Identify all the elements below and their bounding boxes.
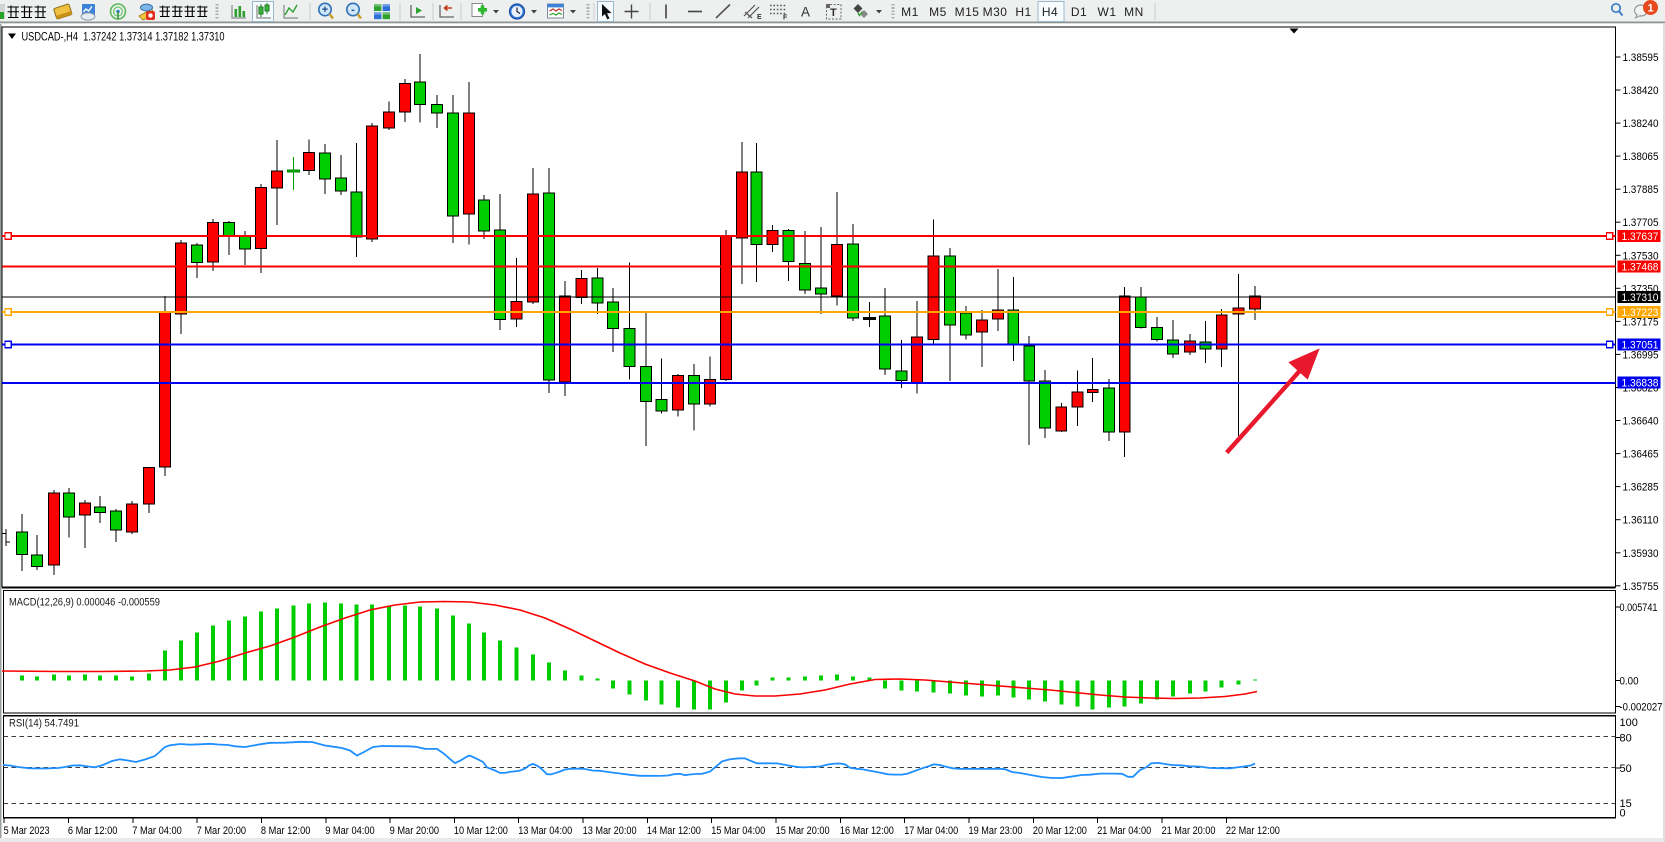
svg-text:7 Mar 20:00: 7 Mar 20:00	[197, 825, 247, 837]
svg-text:1.37530: 1.37530	[1623, 250, 1659, 262]
svg-text:1.38065: 1.38065	[1623, 151, 1659, 163]
svg-text:16 Mar 12:00: 16 Mar 12:00	[840, 825, 894, 837]
svg-text:9 Mar 20:00: 9 Mar 20:00	[390, 825, 440, 837]
svg-text:1.38420: 1.38420	[1623, 85, 1659, 97]
svg-text:6 Mar 12:00: 6 Mar 12:00	[68, 825, 118, 837]
svg-text:M30: M30	[983, 5, 1008, 19]
svg-text:RSI(14) 54.7491: RSI(14) 54.7491	[9, 718, 79, 730]
svg-text:0.00: 0.00	[1620, 676, 1639, 688]
svg-text:100: 100	[1620, 717, 1638, 729]
svg-text:15: 15	[1620, 798, 1632, 810]
svg-text:8 Mar 12:00: 8 Mar 12:00	[261, 825, 311, 837]
svg-text:1.37885: 1.37885	[1623, 184, 1659, 196]
svg-text:H1: H1	[1015, 5, 1031, 19]
svg-text:M1: M1	[901, 5, 919, 19]
svg-text:13 Mar 20:00: 13 Mar 20:00	[583, 825, 637, 837]
svg-text:7 Mar 04:00: 7 Mar 04:00	[132, 825, 182, 837]
svg-text:MACD(12,26,9) 0.000046 -0.0005: MACD(12,26,9) 0.000046 -0.000559	[9, 597, 160, 609]
svg-text:+: +	[322, 4, 328, 16]
svg-text:T: T	[830, 7, 837, 19]
svg-text:1.37705: 1.37705	[1623, 217, 1659, 229]
svg-text:1.37175: 1.37175	[1623, 316, 1659, 328]
svg-text:F: F	[783, 15, 788, 22]
svg-text:15 Mar 04:00: 15 Mar 04:00	[711, 825, 765, 837]
svg-text:H4: H4	[1042, 5, 1058, 19]
svg-text:19 Mar 23:00: 19 Mar 23:00	[969, 825, 1023, 837]
svg-text:1: 1	[1647, 3, 1653, 15]
svg-text:9 Mar 04:00: 9 Mar 04:00	[325, 825, 375, 837]
svg-text:21 Mar 20:00: 21 Mar 20:00	[1162, 825, 1216, 837]
svg-text:USDCAD-,H4 1.37242 1.37314 1.: USDCAD-,H4 1.37242 1.37314 1.37182 1.373…	[22, 32, 225, 44]
svg-text:21 Mar 04:00: 21 Mar 04:00	[1097, 825, 1151, 837]
svg-text:1.37468: 1.37468	[1622, 262, 1659, 274]
svg-text:1.37637: 1.37637	[1622, 231, 1659, 243]
svg-text:1.37223: 1.37223	[1622, 307, 1659, 319]
svg-text:1.36640: 1.36640	[1623, 416, 1659, 428]
svg-text:-0.002027: -0.002027	[1620, 702, 1663, 714]
svg-text:E: E	[757, 14, 762, 21]
svg-text:1.38595: 1.38595	[1623, 52, 1659, 64]
svg-text:13 Mar 04:00: 13 Mar 04:00	[518, 825, 572, 837]
svg-text:1.36465: 1.36465	[1623, 449, 1659, 461]
svg-text:1.36995: 1.36995	[1623, 349, 1659, 361]
svg-text:A: A	[801, 5, 810, 20]
svg-text:M5: M5	[929, 5, 947, 19]
svg-text:5 Mar 2023: 5 Mar 2023	[4, 825, 50, 837]
svg-text:M15: M15	[955, 5, 980, 19]
svg-text:1.38240: 1.38240	[1623, 118, 1659, 130]
svg-text:W1: W1	[1098, 5, 1117, 19]
svg-text:14 Mar 12:00: 14 Mar 12:00	[647, 825, 701, 837]
svg-text:1.35930: 1.35930	[1623, 548, 1659, 560]
svg-text:0: 0	[1620, 808, 1626, 820]
svg-text:1.36838: 1.36838	[1622, 378, 1659, 390]
svg-text:MN: MN	[1124, 5, 1144, 19]
svg-text:1.37310: 1.37310	[1622, 292, 1659, 304]
svg-text:1.36110: 1.36110	[1623, 515, 1659, 527]
svg-text:10 Mar 12:00: 10 Mar 12:00	[454, 825, 508, 837]
svg-text:80: 80	[1620, 733, 1632, 745]
svg-text:15 Mar 20:00: 15 Mar 20:00	[776, 825, 830, 837]
svg-text:D1: D1	[1071, 5, 1087, 19]
svg-text:50: 50	[1620, 763, 1632, 775]
svg-text:20 Mar 12:00: 20 Mar 12:00	[1033, 825, 1087, 837]
svg-text:-: -	[351, 4, 355, 16]
svg-text:1.37051: 1.37051	[1622, 340, 1659, 352]
svg-text:22 Mar 12:00: 22 Mar 12:00	[1226, 825, 1280, 837]
svg-text:1.36285: 1.36285	[1623, 482, 1659, 494]
svg-text:17 Mar 04:00: 17 Mar 04:00	[904, 825, 958, 837]
svg-text:1.35755: 1.35755	[1623, 581, 1659, 593]
svg-text:0.005741: 0.005741	[1620, 602, 1658, 614]
